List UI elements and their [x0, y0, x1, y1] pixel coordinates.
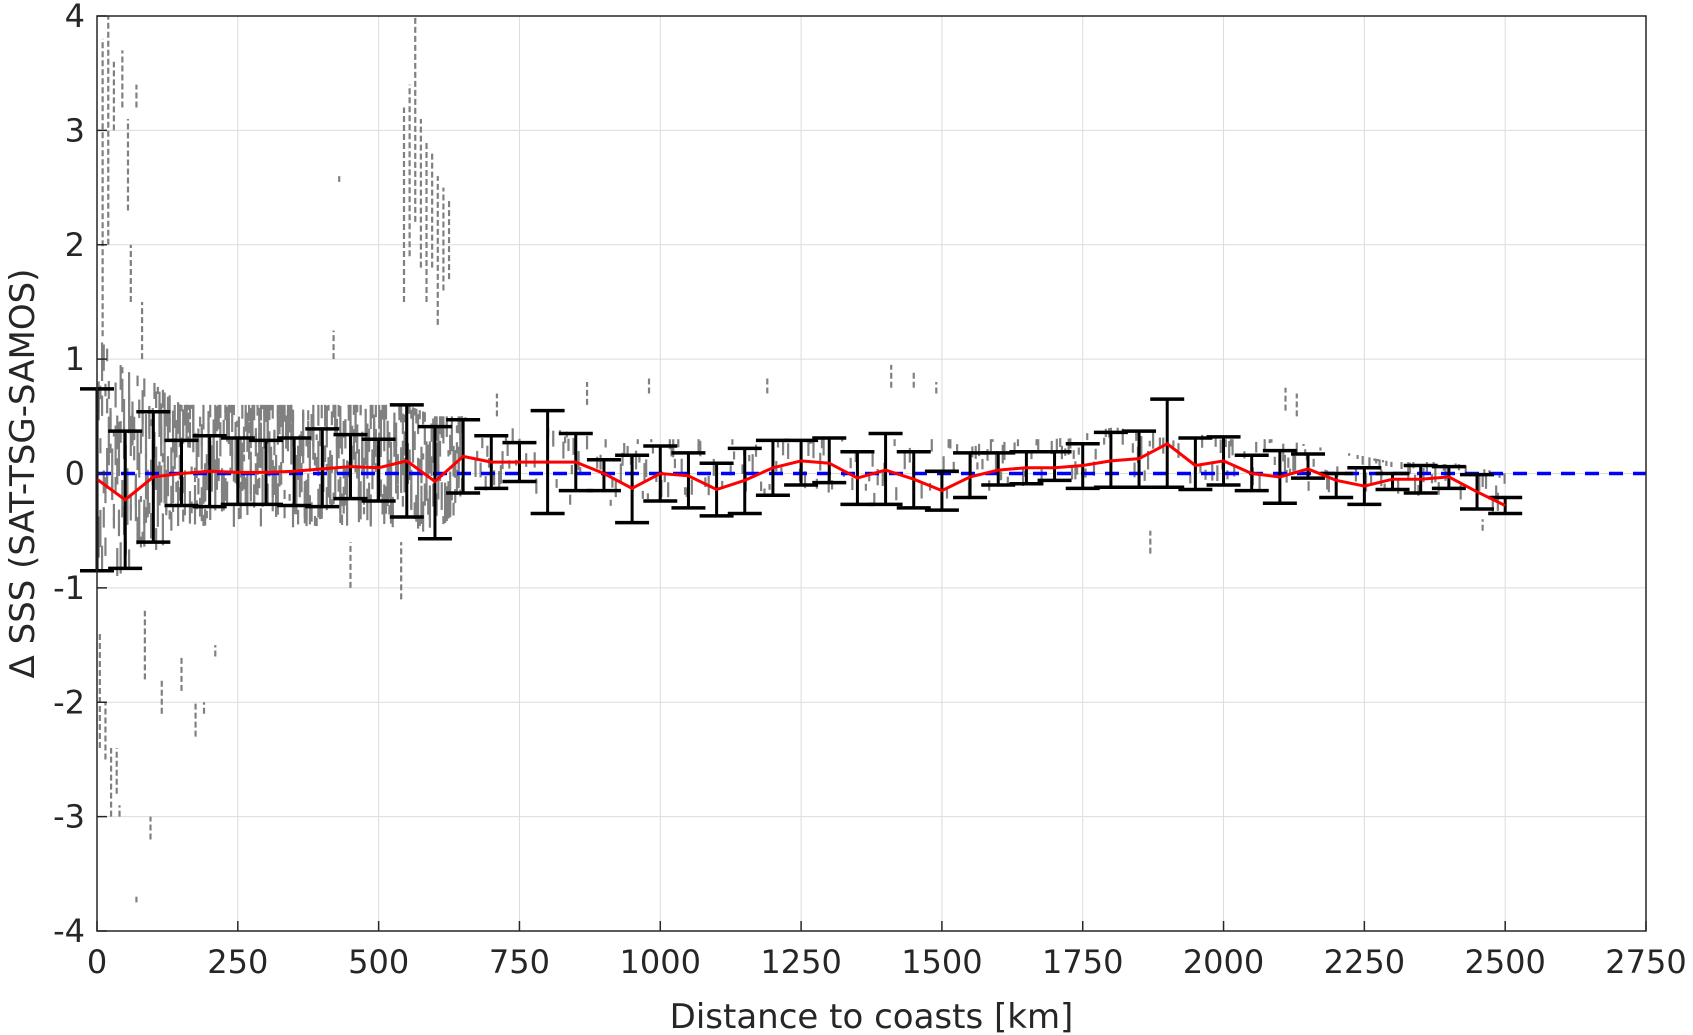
x-tick-label: 2500 [1464, 943, 1545, 981]
mean-line [96, 441, 1506, 507]
x-tick-label: 750 [489, 943, 550, 981]
x-tick-label: 0 [87, 943, 107, 981]
error-bar [812, 436, 847, 485]
x-tick-label: 1000 [620, 943, 701, 981]
x-tick-label: 250 [207, 943, 268, 981]
y-tick-label: 1 [65, 340, 85, 378]
y-tick-label: -2 [53, 683, 85, 721]
error-bar [1291, 452, 1326, 480]
x-tick-label: 1500 [901, 943, 982, 981]
x-tick-label: 2250 [1324, 943, 1405, 981]
x-axis-title: Distance to coasts [km] [670, 997, 1074, 1035]
error-bar [1319, 471, 1354, 500]
x-tick-label: 2000 [1183, 943, 1264, 981]
y-axis-title: Δ SSS (SAT-TSG-SAMOS) [3, 269, 43, 679]
y-tick-label: -3 [53, 798, 85, 836]
error-bar [586, 458, 621, 493]
x-tick-label: 1250 [760, 943, 841, 981]
x-axis-ticks: 0 250 500 750 1000 1250 1500 1750 2000 2250 2500 27… [87, 921, 1687, 981]
y-tick-label: 4 [65, 0, 85, 35]
y-tick-label: -1 [53, 569, 85, 607]
y-axis-ticks: -4 -3 -2 -1 0 1 2 3 4 [53, 0, 107, 950]
y-tick-label: 0 [65, 455, 85, 493]
y-tick-label: 3 [65, 111, 85, 149]
error-bars [80, 387, 1523, 573]
x-tick-label: 1750 [1042, 943, 1123, 981]
x-tick-label: 500 [348, 943, 409, 981]
error-bar [1375, 471, 1410, 492]
y-tick-label: 2 [65, 226, 85, 264]
x-tick-label: 2750 [1605, 943, 1686, 981]
error-bar [784, 438, 819, 487]
error-bar [671, 451, 706, 510]
error-bar [1037, 450, 1072, 483]
y-tick-label: -4 [53, 912, 85, 950]
error-bar [361, 437, 396, 503]
